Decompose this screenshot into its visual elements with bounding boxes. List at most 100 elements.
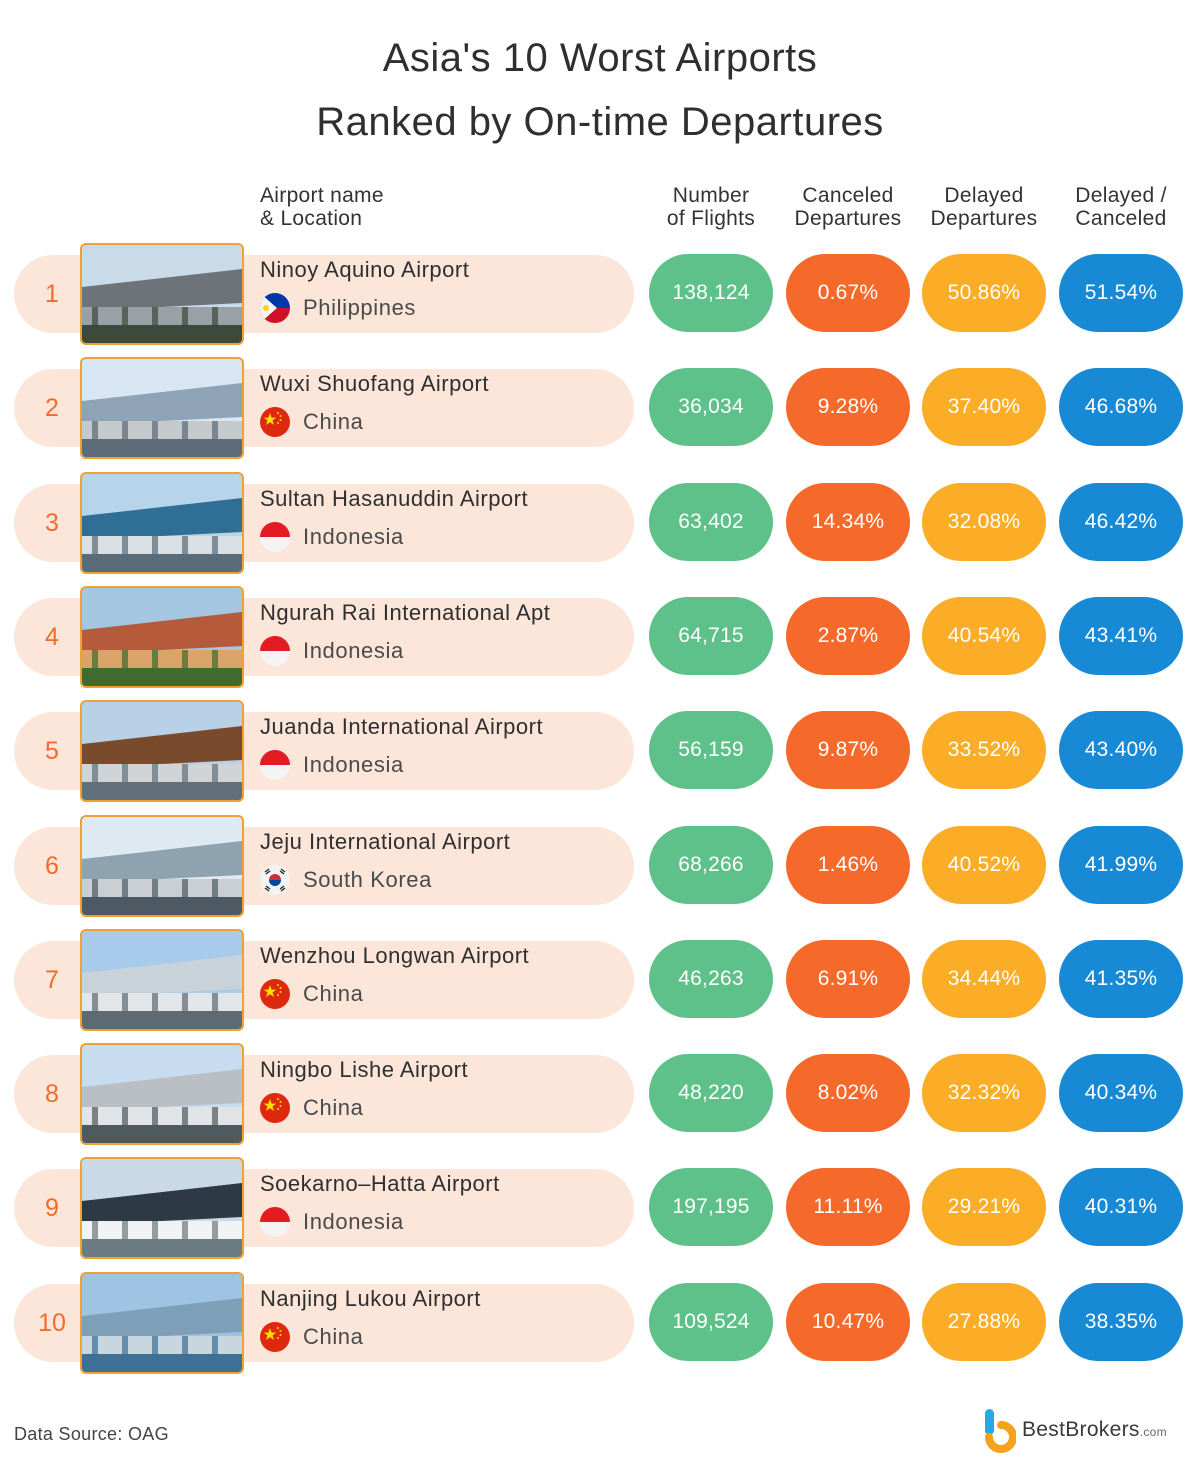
title-line-1: Asia's 10 Worst Airports — [382, 36, 818, 80]
brand-name: BestBrokers.com — [1022, 1418, 1167, 1442]
flights-value: 138,124 — [649, 254, 773, 332]
airport-name: Wuxi Shuofang Airport — [260, 371, 489, 396]
title-line-2: Ranked by On-time Departures — [316, 100, 884, 144]
country-name: Indonesia — [303, 638, 404, 663]
brand-logo: BestBrokers.com — [982, 1405, 1167, 1455]
indonesia-flag-icon — [260, 1207, 290, 1237]
delayed-value: 29.21% — [922, 1168, 1046, 1246]
rank-number: 5 — [45, 737, 59, 765]
delayed-value: 34.44% — [922, 940, 1046, 1018]
airport-photo — [80, 700, 244, 802]
canceled-value: 0.67% — [786, 254, 910, 332]
header-total: Delayed / Canceled — [1051, 184, 1191, 230]
header-airport: Airport name & Location — [260, 184, 384, 230]
airport-location: China — [260, 406, 363, 438]
china-flag-icon — [260, 1093, 290, 1123]
canceled-value: 6.91% — [786, 940, 910, 1018]
airport-photo — [80, 586, 244, 688]
delayed-value: 27.88% — [922, 1283, 1046, 1361]
flights-value: 197,195 — [649, 1168, 773, 1246]
airport-location: Indonesia — [260, 635, 404, 667]
airport-location: Indonesia — [260, 1206, 404, 1238]
delayed-canceled-value: 40.34% — [1059, 1054, 1183, 1132]
delayed-canceled-value: 41.99% — [1059, 826, 1183, 904]
table-row: 4 Ngurah Rai International Apt Indonesia 64… — [0, 586, 1200, 688]
airport-location: China — [260, 1092, 363, 1124]
country-name: China — [303, 1095, 364, 1120]
country-name: Philippines — [303, 295, 417, 320]
bestbrokers-logo-icon — [985, 1409, 1016, 1453]
canceled-value: 14.34% — [786, 483, 910, 561]
airport-photo — [80, 929, 244, 1031]
airport-name: Wenzhou Longwan Airport — [260, 943, 530, 968]
china-flag-icon — [260, 407, 290, 437]
airport-location: Philippines — [260, 292, 416, 324]
airport-name: Ninoy Aquino Airport — [260, 257, 470, 282]
header-flights-line-1: Number — [672, 184, 750, 207]
flights-value: 64,715 — [649, 597, 773, 675]
canceled-value: 10.47% — [786, 1283, 910, 1361]
delayed-canceled-value: 43.40% — [1059, 711, 1183, 789]
delayed-value: 50.86% — [922, 254, 1046, 332]
airport-location: Indonesia — [260, 749, 404, 781]
delayed-value: 40.52% — [922, 826, 1046, 904]
canceled-value: 2.87% — [786, 597, 910, 675]
airport-name: Ngurah Rai International Apt — [260, 600, 551, 625]
rank-number: 10 — [38, 1309, 66, 1337]
country-name: Indonesia — [303, 1209, 404, 1234]
indonesia-flag-icon — [260, 636, 290, 666]
airport-name: Juanda International Airport — [260, 714, 544, 739]
table-row: 10 Nanjing Lukou Airport China 109,524 10.47… — [0, 1272, 1200, 1374]
flights-value: 68,266 — [649, 826, 773, 904]
airport-photo — [80, 1157, 244, 1259]
data-source: Data Source: OAG — [14, 1424, 169, 1444]
delayed-canceled-value: 46.68% — [1059, 368, 1183, 446]
airport-location: South Korea — [260, 864, 432, 896]
airport-photo — [80, 1043, 244, 1145]
delayed-canceled-value: 46.42% — [1059, 483, 1183, 561]
china-flag-icon — [260, 1322, 290, 1352]
header-canceled-line-2: Departures — [794, 207, 902, 230]
flights-value: 109,524 — [649, 1283, 773, 1361]
country-name: Indonesia — [303, 524, 404, 549]
south-korea-flag-icon — [260, 865, 290, 895]
header-delayed-line-2: Departures — [930, 207, 1038, 230]
airport-photo — [80, 357, 244, 459]
header-total-line-2: Canceled — [1075, 207, 1167, 230]
rank-number: 7 — [45, 966, 59, 994]
table-row: 6 Jeju International Airport South Korea 68… — [0, 815, 1200, 917]
header-canceled-line-1: Canceled — [802, 184, 894, 207]
delayed-value: 37.40% — [922, 368, 1046, 446]
table-row: 5 Juanda International Airport Indonesia 56… — [0, 700, 1200, 802]
table-row: 9 Soekarno–Hatta Airport Indonesia 197,195 1… — [0, 1157, 1200, 1259]
country-name: China — [303, 409, 364, 434]
delayed-canceled-value: 40.31% — [1059, 1168, 1183, 1246]
airport-name: Sultan Hasanuddin Airport — [260, 486, 529, 511]
indonesia-flag-icon — [260, 750, 290, 780]
country-name: Indonesia — [303, 752, 404, 777]
airport-location: Indonesia — [260, 521, 404, 553]
delayed-canceled-value: 51.54% — [1059, 254, 1183, 332]
airport-photo — [80, 1272, 244, 1374]
header-total-line-1: Delayed / — [1075, 184, 1167, 207]
rank-number: 2 — [45, 394, 59, 422]
delayed-canceled-value: 41.35% — [1059, 940, 1183, 1018]
country-name: South Korea — [303, 867, 432, 892]
table-row: 1 Ninoy Aquino Airport Philippines 138,124 0… — [0, 243, 1200, 345]
airport-photo — [80, 815, 244, 917]
delayed-value: 32.32% — [922, 1054, 1046, 1132]
airport-name: Ningbo Lishe Airport — [260, 1057, 469, 1082]
brand-name-text: BestBrokers — [1022, 1418, 1140, 1441]
header-delayed: Delayed Departures — [914, 184, 1054, 230]
flights-value: 56,159 — [649, 711, 773, 789]
flights-value: 46,263 — [649, 940, 773, 1018]
header-canceled: Canceled Departures — [778, 184, 918, 230]
airport-photo — [80, 472, 244, 574]
airport-name: Soekarno–Hatta Airport — [260, 1171, 500, 1196]
table-row: 3 Sultan Hasanuddin Airport Indonesia 63,40… — [0, 472, 1200, 574]
header-airport-line-1: Airport name — [260, 184, 384, 207]
delayed-value: 33.52% — [922, 711, 1046, 789]
delayed-canceled-value: 43.41% — [1059, 597, 1183, 675]
rank-number: 4 — [45, 623, 59, 651]
airport-location: China — [260, 978, 363, 1010]
